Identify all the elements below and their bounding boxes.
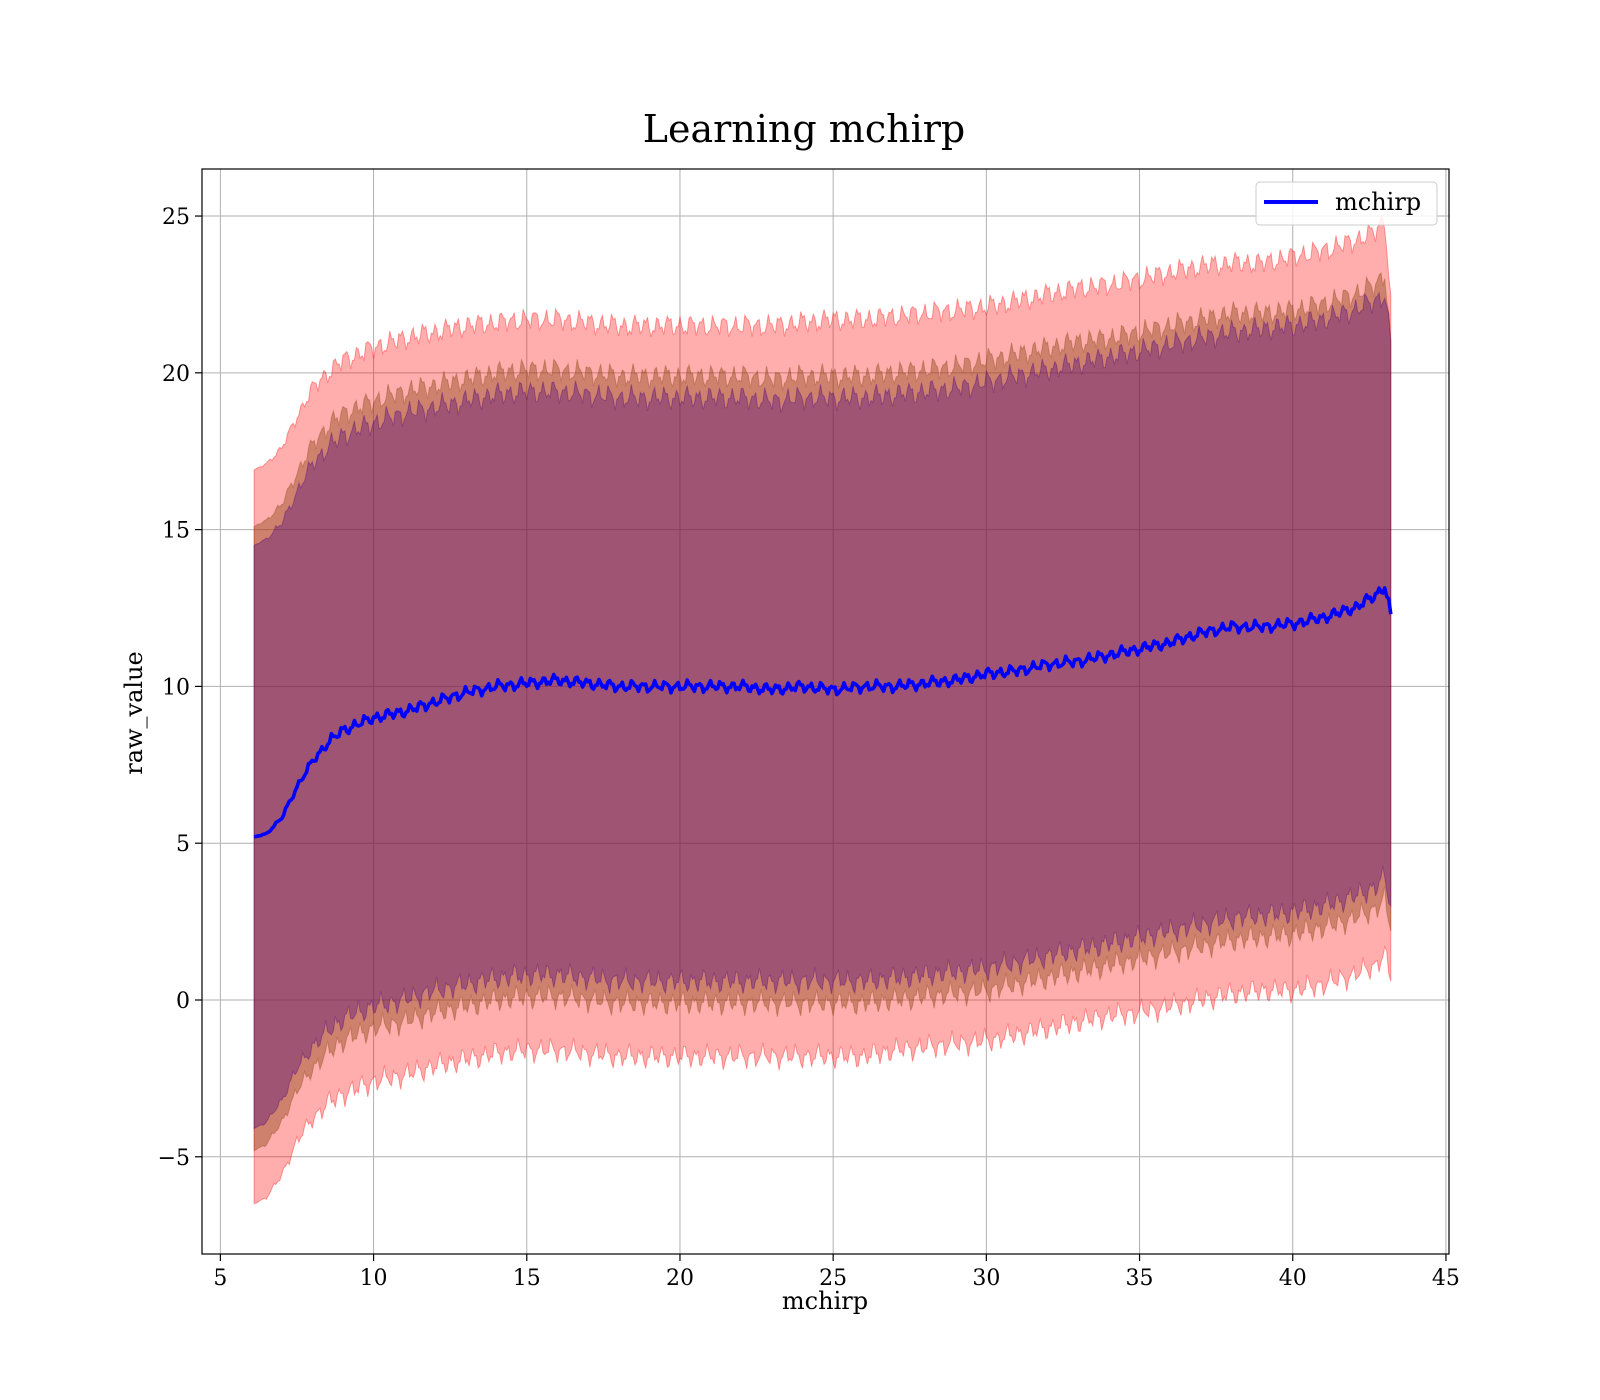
grid-lines xyxy=(202,169,1449,1254)
band-outer xyxy=(253,216,1392,1205)
legend-box xyxy=(1255,181,1438,226)
x-tick-label-5: 5 xyxy=(213,1266,227,1291)
y-tick-label-10: 10 xyxy=(162,675,190,700)
y-tick-label-0: 0 xyxy=(176,989,190,1014)
series-lines xyxy=(253,586,1393,839)
y-axis-ticks: −5 0 5 10 15 20 25 xyxy=(158,205,202,1171)
x-tick-label-45: 45 xyxy=(1432,1266,1460,1291)
confidence-bands xyxy=(253,216,1392,1205)
x-tick-label-10: 10 xyxy=(360,1266,388,1291)
x-tick-label-20: 20 xyxy=(666,1266,694,1291)
x-axis-ticks: 5 10 15 20 25 30 35 40 45 xyxy=(213,1254,1460,1291)
x-tick-label-30: 30 xyxy=(972,1266,1000,1291)
x-tick-label-25: 25 xyxy=(819,1266,847,1291)
band-inner xyxy=(253,291,1392,1130)
y-tick-label-5: 5 xyxy=(176,832,190,857)
y-tick-label--5: −5 xyxy=(158,1146,190,1171)
series-line-mchirp xyxy=(253,586,1393,839)
legend: mchirp xyxy=(1255,181,1438,226)
x-axis-label: mchirp xyxy=(782,1287,868,1315)
plot-area: 5 10 15 20 25 30 35 40 45 −5 0 5 10 15 20 25 xyxy=(158,168,1460,1291)
y-tick-label-15: 15 xyxy=(162,519,190,544)
y-tick-label-25: 25 xyxy=(162,205,190,230)
legend-label-mchirp: mchirp xyxy=(1335,188,1421,216)
chart-title: Learning mchirp xyxy=(643,107,965,151)
band-middle xyxy=(253,271,1392,1152)
y-axis-label: raw_value xyxy=(120,651,148,775)
x-tick-label-35: 35 xyxy=(1126,1266,1154,1291)
x-tick-label-40: 40 xyxy=(1279,1266,1307,1291)
plot-frame xyxy=(201,168,1450,1255)
y-tick-label-20: 20 xyxy=(162,362,190,387)
x-tick-label-15: 15 xyxy=(513,1266,541,1291)
